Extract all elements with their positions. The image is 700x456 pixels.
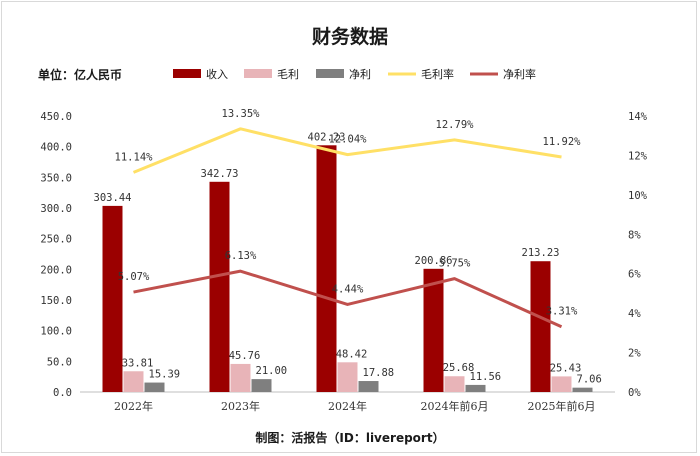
- y-left-tick-label: 150.0: [40, 295, 72, 307]
- y-right-tick-label: 6%: [628, 269, 641, 281]
- y-right-tick-label: 12%: [628, 150, 648, 162]
- bar-revenue: [530, 261, 551, 392]
- bar-value-label: 25.43: [550, 362, 582, 374]
- x-tick-label: 2025年前6月: [528, 399, 596, 413]
- y-left-tick-label: 250.0: [40, 234, 72, 246]
- y-left-tick-label: 0.0: [53, 387, 72, 399]
- line-value-label: 5.75%: [439, 258, 471, 270]
- bar-value-label: 15.39: [149, 369, 181, 381]
- bar-value-label: 11.56: [470, 371, 502, 383]
- bar-gross-profit: [551, 376, 572, 392]
- y-right-tick-label: 14%: [628, 111, 648, 123]
- bar-net-profit: [465, 384, 486, 392]
- y-left-tick-label: 100.0: [40, 326, 72, 338]
- y-left-tick-label: 400.0: [40, 142, 72, 154]
- bar-revenue: [102, 205, 123, 392]
- bar-value-label: 342.73: [201, 168, 239, 180]
- gross-margin-line: [132, 127, 562, 174]
- bar-value-label: 402.23: [308, 131, 346, 143]
- line-value-label: 5.07%: [118, 271, 150, 283]
- bar-value-label: 17.88: [363, 367, 395, 379]
- legend-label: 净利率: [503, 67, 536, 81]
- line-value-label: 12.04%: [329, 134, 368, 146]
- bar-value-label: 213.23: [522, 247, 560, 259]
- unit-label: 单位：亿人民币: [38, 68, 123, 82]
- bar-net-profit: [144, 382, 165, 392]
- legend-swatch: [316, 69, 344, 78]
- y-right-tick-label: 8%: [628, 229, 641, 241]
- line-value-label: 13.35%: [222, 108, 261, 120]
- y-left-tick-label: 200.0: [40, 264, 72, 276]
- legend-label: 收入: [206, 67, 228, 81]
- y-right-tick-label: 10%: [628, 190, 648, 202]
- bar-revenue: [316, 145, 337, 392]
- y-left-tick-label: 350.0: [40, 172, 72, 184]
- bar-value-label: 200.86: [415, 255, 453, 267]
- bar-gross-profit: [230, 363, 251, 392]
- legend-label: 毛利率: [421, 67, 454, 81]
- bar-net-profit: [572, 387, 593, 392]
- y-right-tick-label: 2%: [628, 348, 641, 360]
- line-value-label: 4.44%: [332, 283, 364, 295]
- net-margin-line: [133, 269, 563, 329]
- bar-value-label: 33.81: [122, 357, 154, 369]
- legend-swatch: [244, 69, 272, 78]
- bar-value-label: 48.42: [336, 348, 368, 360]
- bar-revenue: [423, 268, 444, 392]
- line-value-label: 12.79%: [436, 119, 475, 131]
- bar-gross-profit: [444, 376, 465, 392]
- line-value-label: 11.92%: [543, 136, 582, 148]
- bar-value-label: 45.76: [229, 350, 261, 362]
- bar-revenue: [209, 181, 230, 392]
- bar-gross-profit: [123, 371, 144, 392]
- bar-value-label: 303.44: [94, 192, 132, 204]
- y-left-tick-label: 50.0: [47, 356, 72, 368]
- bar-net-profit: [251, 379, 272, 392]
- line-value-label: 6.13%: [225, 250, 257, 262]
- legend-swatch: [173, 69, 201, 78]
- y-left-tick-label: 300.0: [40, 203, 72, 215]
- y-right-tick-label: 4%: [628, 308, 641, 320]
- bar-value-label: 25.68: [443, 362, 475, 374]
- y-right-tick-label: 0%: [628, 387, 641, 399]
- y-left-tick-label: 450.0: [40, 111, 72, 123]
- line-value-label: 3.31%: [546, 306, 578, 318]
- x-tick-label: 2023年: [221, 399, 260, 413]
- legend-label: 净利: [349, 67, 371, 81]
- x-tick-label: 2024年前6月: [421, 399, 489, 413]
- bar-net-profit: [358, 381, 379, 392]
- chart-caption: 制图：活报告（ID：livereport）: [255, 431, 445, 445]
- x-tick-label: 2022年: [114, 399, 153, 413]
- legend-label: 毛利: [277, 68, 299, 81]
- chart-title: 财务数据: [311, 26, 388, 48]
- bar-value-label: 7.06: [577, 374, 602, 386]
- line-value-label: 11.14%: [115, 151, 154, 163]
- bar-value-label: 21.00: [256, 365, 288, 377]
- x-tick-label: 2024年: [328, 399, 367, 413]
- bar-gross-profit: [337, 362, 358, 392]
